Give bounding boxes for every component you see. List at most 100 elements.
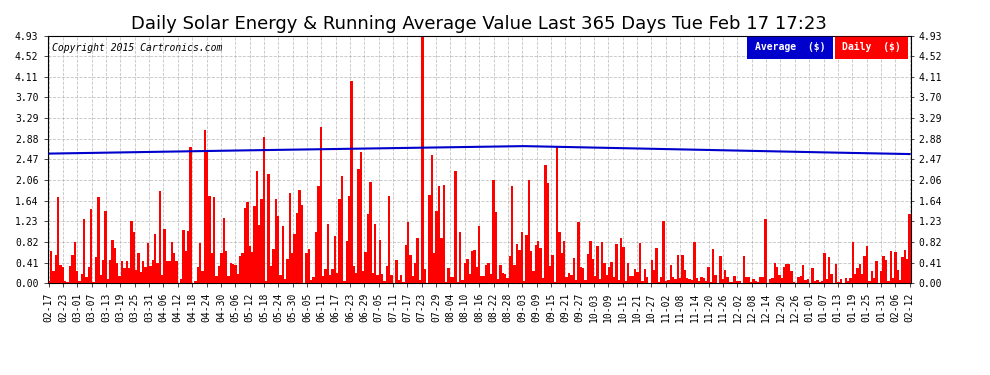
Bar	[317, 186, 320, 283]
Bar	[143, 261, 145, 283]
Bar	[627, 263, 630, 283]
Bar	[712, 249, 715, 283]
Bar	[161, 275, 163, 283]
Bar	[502, 273, 504, 283]
Bar	[433, 253, 436, 283]
Bar	[334, 236, 336, 283]
Bar	[386, 266, 388, 283]
Bar	[858, 264, 861, 283]
Bar	[429, 195, 431, 283]
Bar	[468, 274, 471, 283]
Bar	[220, 254, 223, 283]
Bar	[620, 238, 623, 283]
Bar	[480, 276, 483, 283]
Bar	[544, 165, 546, 283]
Bar	[568, 273, 570, 283]
Bar	[824, 253, 826, 283]
Bar	[168, 261, 170, 283]
Bar	[727, 277, 729, 283]
Bar	[563, 241, 565, 283]
Bar	[875, 261, 878, 283]
Bar	[339, 200, 341, 283]
Bar	[85, 277, 88, 283]
Bar	[242, 253, 244, 283]
Bar	[170, 242, 173, 283]
Bar	[274, 199, 277, 283]
Bar	[296, 213, 298, 283]
Bar	[819, 282, 821, 283]
Bar	[518, 250, 521, 283]
Bar	[255, 171, 258, 283]
Bar	[147, 243, 149, 283]
Bar	[533, 272, 535, 283]
Bar	[475, 267, 478, 283]
Bar	[485, 265, 487, 283]
Bar	[102, 260, 104, 283]
Bar	[657, 282, 660, 283]
Bar	[603, 263, 606, 283]
Bar	[642, 281, 644, 283]
Bar	[542, 278, 545, 283]
Bar	[897, 270, 899, 283]
Bar	[863, 256, 866, 283]
Bar	[894, 252, 897, 283]
Bar	[48, 282, 50, 283]
Bar	[861, 274, 863, 283]
Bar	[258, 225, 260, 283]
Bar	[880, 271, 882, 283]
Bar	[509, 256, 511, 283]
Bar	[419, 279, 421, 283]
Bar	[138, 253, 140, 283]
Bar	[61, 267, 64, 283]
Bar	[684, 270, 686, 283]
Bar	[804, 280, 807, 283]
Bar	[828, 258, 831, 283]
Bar	[431, 154, 433, 283]
Bar	[145, 267, 147, 283]
Bar	[556, 147, 558, 283]
Bar	[523, 281, 526, 283]
Bar	[840, 279, 842, 283]
Bar	[662, 220, 665, 283]
FancyBboxPatch shape	[835, 36, 908, 59]
Bar	[187, 231, 189, 283]
Bar	[528, 180, 530, 283]
Bar	[754, 281, 757, 283]
Bar	[750, 282, 752, 283]
Bar	[906, 259, 909, 283]
Bar	[686, 278, 688, 283]
Bar	[329, 275, 332, 283]
Bar	[78, 281, 80, 283]
Bar	[492, 180, 495, 283]
Bar	[691, 280, 693, 283]
Bar	[52, 271, 54, 283]
Bar	[587, 254, 589, 283]
Bar	[667, 280, 669, 283]
Bar	[752, 279, 754, 283]
Bar	[769, 279, 771, 283]
Bar	[516, 244, 518, 283]
Bar	[778, 274, 781, 283]
Bar	[632, 276, 634, 283]
Bar	[156, 262, 158, 283]
Bar	[381, 273, 383, 283]
Bar	[244, 208, 247, 283]
Bar	[452, 277, 454, 283]
Bar	[851, 242, 854, 283]
Bar	[764, 219, 766, 283]
Bar	[487, 263, 490, 283]
Bar	[449, 278, 452, 283]
Bar	[653, 270, 655, 283]
Bar	[499, 265, 502, 283]
Bar	[362, 271, 364, 283]
Bar	[856, 268, 858, 283]
Bar	[114, 248, 116, 283]
Bar	[644, 269, 645, 283]
Bar	[672, 277, 674, 283]
Bar	[59, 266, 61, 283]
Bar	[613, 277, 615, 283]
Bar	[814, 281, 816, 283]
Bar	[459, 232, 461, 283]
Bar	[821, 280, 824, 283]
Bar	[232, 264, 235, 283]
